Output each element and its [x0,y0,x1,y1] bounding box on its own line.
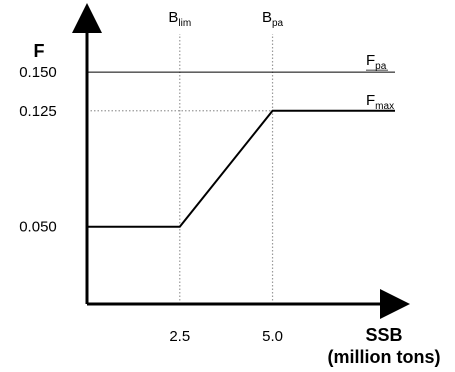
x-axis-title: SSB [365,325,402,345]
reference-label-main: F [366,52,375,69]
tick-labels: 2.5 5.0 0.150 0.125 0.050 [19,64,283,345]
reference-label: Bpa [262,9,284,29]
reference-label-sub: pa [375,61,387,72]
x-tick-label: 2.5 [169,328,190,345]
y-axis-title: F [34,41,45,61]
reference-label-sub: lim [178,18,191,29]
series-line [87,109,395,228]
y-tick-label: 0.150 [19,64,57,81]
x-tick-label: 5.0 [262,328,283,345]
axis-labels: F SSB(million tons) [34,41,441,367]
y-tick-label: 0.050 [19,219,57,236]
reference-label-sub: max [375,101,394,112]
reference-label: Blim [168,9,191,29]
reference-label-sub: pa [272,18,284,29]
y-tick-label: 0.125 [19,103,57,120]
x-axis-unit: (million tons) [328,347,441,367]
reference-label-main: B [262,9,272,26]
axes [72,3,410,319]
reference-label: Fpa [366,52,387,72]
reference-label: Fmax [366,92,394,112]
reference-label-main: B [168,9,178,26]
reference-label-main: F [366,92,375,109]
series-group [87,109,395,228]
